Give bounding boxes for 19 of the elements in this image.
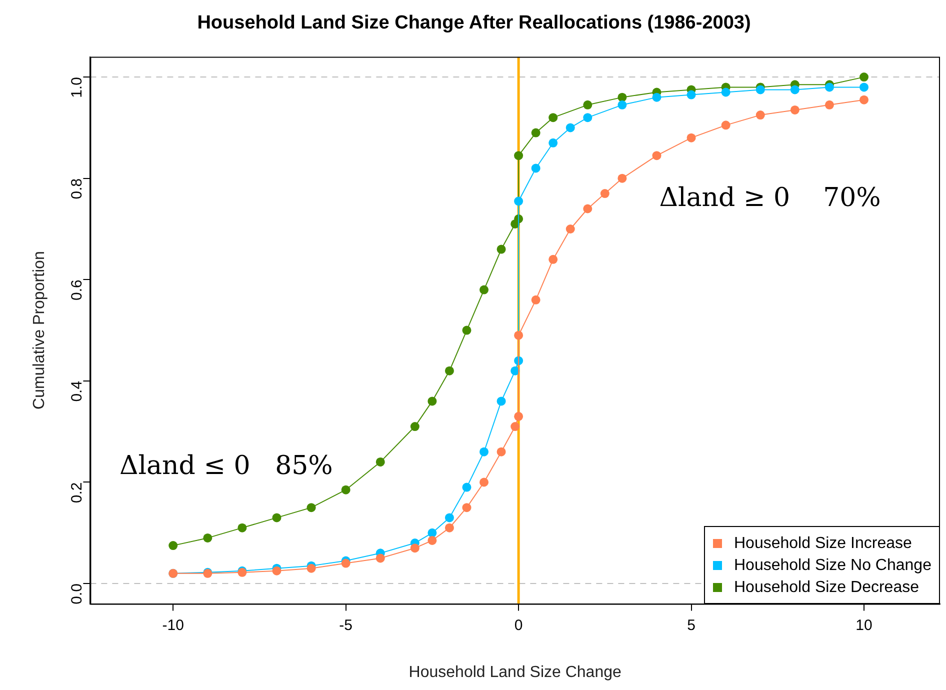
- legend-label: Household Size Increase: [734, 534, 912, 554]
- legend-label: Household Size Decrease: [734, 578, 919, 598]
- annotation: Δland ≥ 0 70%: [659, 182, 881, 213]
- chart-title: Household Land Size Change After Reallocations (1986-2003): [197, 12, 751, 34]
- y-tick-label: 0.8: [68, 178, 86, 200]
- y-axis-title: Cumulative Proportion: [31, 251, 48, 410]
- x-tick-label: 10: [856, 616, 872, 634]
- x-axis-title: Household Land Size Change: [408, 664, 622, 681]
- y-tick-label: 0.0: [68, 584, 86, 604]
- x-tick-label: 5: [687, 616, 696, 634]
- x-tick-label: -10: [162, 616, 184, 634]
- x-tick-label: -5: [339, 616, 353, 634]
- legend-label: Household Size No Change: [734, 556, 932, 576]
- y-tick-label: 0.4: [68, 380, 86, 402]
- y-tick-label: 0.2: [68, 482, 86, 504]
- annotation: Δland ≤ 0 85%: [119, 450, 333, 481]
- y-tick-label: 1.0: [68, 77, 86, 98]
- y-tick-label: 0.6: [68, 280, 86, 301]
- x-tick-label: 0: [514, 616, 523, 634]
